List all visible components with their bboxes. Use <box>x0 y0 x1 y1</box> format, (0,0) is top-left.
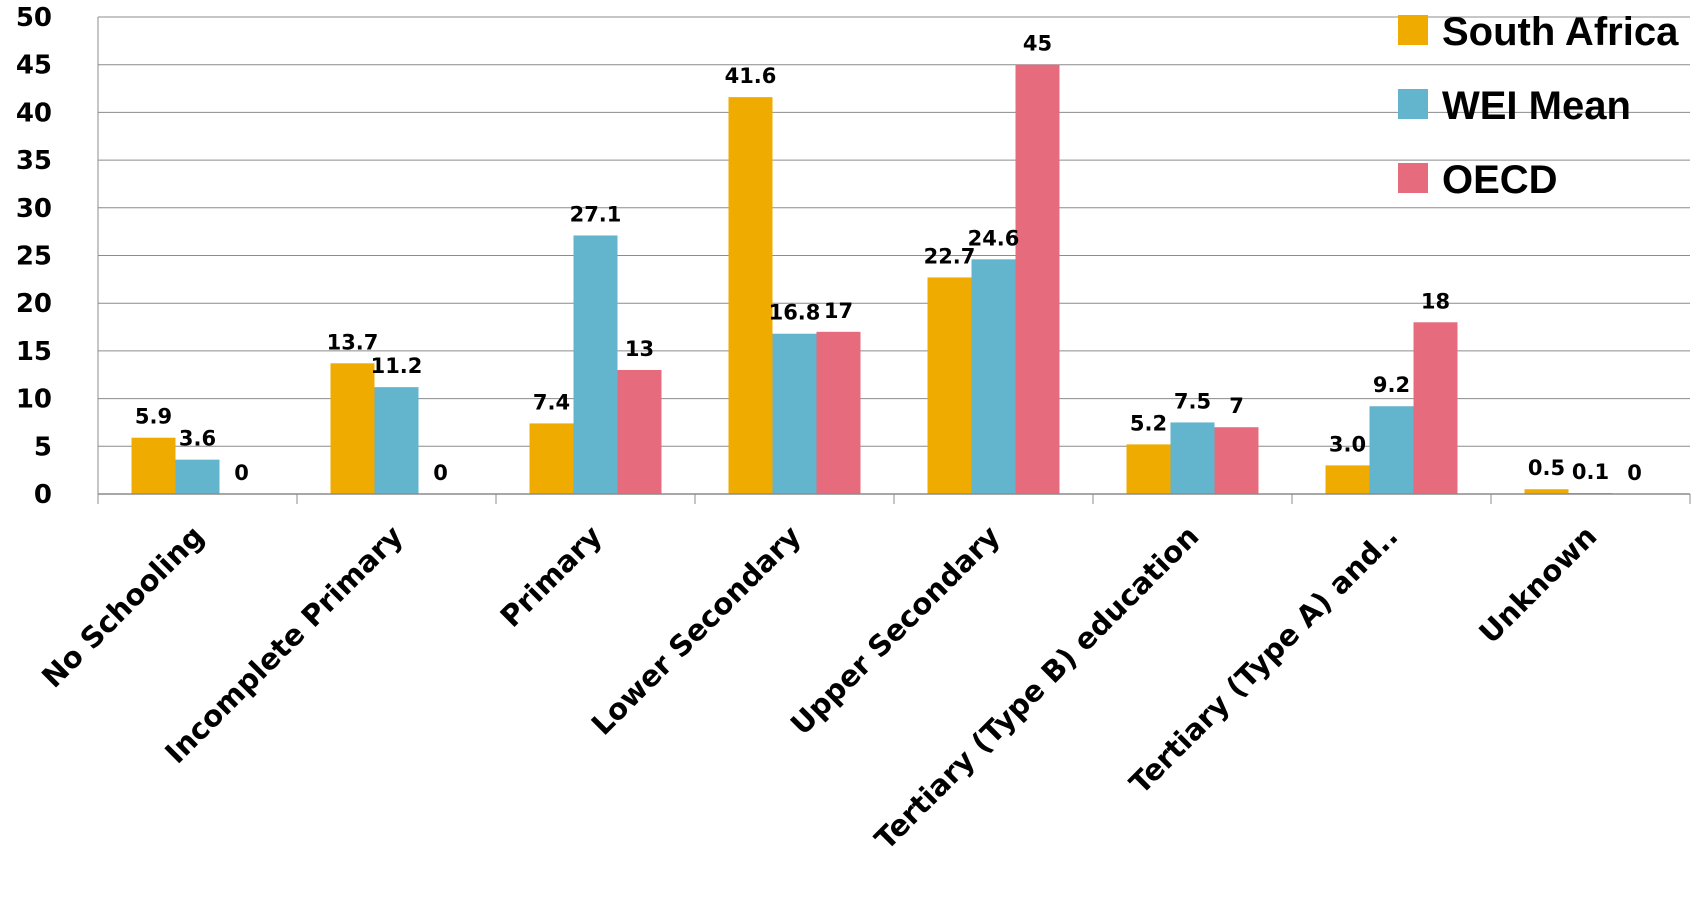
bar <box>529 423 574 494</box>
data-label: 45 <box>1023 32 1052 56</box>
data-label: 41.6 <box>725 64 777 88</box>
x-tick-label: No Schooling <box>35 519 210 694</box>
data-label: 9.2 <box>1373 373 1410 397</box>
bar <box>927 277 972 494</box>
bar <box>816 331 861 494</box>
bar <box>1015 64 1060 494</box>
data-label: 24.6 <box>968 226 1020 250</box>
bar <box>772 333 817 494</box>
x-tick-label: Upper Secondary <box>784 519 1007 742</box>
bar <box>1170 422 1215 494</box>
x-tick-label: Lower Secondary <box>585 519 808 742</box>
data-label: 0.5 <box>1528 456 1565 480</box>
legend-swatch <box>1398 163 1428 193</box>
y-axis-ticks: 0 5 10 15 20 25 30 35 40 45 50 <box>16 3 52 510</box>
data-labels: 5.9 3.6 0 13.711.2 0 7.4 27.1 13 41.6 16.8 17 22.72… <box>135 32 1642 485</box>
bar <box>728 97 773 495</box>
legend-label: South Africa <box>1442 10 1679 54</box>
axes <box>97 17 1691 504</box>
bar <box>1413 322 1458 494</box>
bar <box>1126 444 1171 494</box>
data-label: 3.6 <box>179 427 216 451</box>
x-tick-label: Unknown <box>1472 519 1603 650</box>
y-tick-label: 5 <box>34 432 52 462</box>
y-tick-label: 30 <box>16 194 52 224</box>
bar <box>330 363 375 494</box>
bar <box>1524 489 1569 494</box>
data-label: 11.2 <box>371 354 423 378</box>
legend: South Africa WEI Mean OECD <box>1398 10 1679 202</box>
y-tick-label: 45 <box>16 51 52 81</box>
y-tick-label: 15 <box>16 337 52 367</box>
data-label: 18 <box>1421 289 1450 313</box>
bar <box>573 235 618 494</box>
data-label: 27.1 <box>570 202 622 226</box>
data-label: 0.1 <box>1572 460 1609 484</box>
bar <box>131 437 176 494</box>
data-label: 5.9 <box>135 405 172 429</box>
bar <box>971 259 1016 494</box>
data-label: 16.8 <box>769 301 821 325</box>
y-tick-label: 0 <box>34 480 52 510</box>
data-label: 13.7 <box>327 330 379 354</box>
x-tick-label: Tertiary (Type B) education <box>868 519 1205 856</box>
y-tick-label: 20 <box>16 289 52 319</box>
legend-label: WEI Mean <box>1442 84 1631 128</box>
x-tick-label: Primary <box>494 519 609 634</box>
bar <box>374 387 419 494</box>
data-label: 0 <box>234 461 249 485</box>
y-tick-label: 35 <box>16 146 52 176</box>
bar <box>1325 465 1370 494</box>
bar <box>175 459 220 494</box>
data-label: 7.5 <box>1174 389 1211 413</box>
data-label: 17 <box>824 299 853 323</box>
data-label: 7.4 <box>533 390 570 414</box>
bar <box>1214 427 1259 494</box>
legend-swatch <box>1398 15 1428 45</box>
data-label: 22.7 <box>924 244 976 268</box>
y-tick-label: 50 <box>16 3 52 33</box>
bars <box>131 64 1613 495</box>
data-label: 7 <box>1229 394 1244 418</box>
bar <box>617 369 662 494</box>
data-label: 13 <box>625 337 654 361</box>
data-label: 5.2 <box>1130 411 1167 435</box>
data-label: 0 <box>433 461 448 485</box>
legend-label: OECD <box>1442 158 1558 202</box>
y-tick-label: 40 <box>16 98 52 128</box>
data-label: 3.0 <box>1329 432 1366 456</box>
bar <box>1369 406 1414 494</box>
y-tick-label: 10 <box>16 385 52 415</box>
legend-swatch <box>1398 89 1428 119</box>
y-tick-label: 25 <box>16 242 52 272</box>
data-label: 0 <box>1627 461 1642 485</box>
